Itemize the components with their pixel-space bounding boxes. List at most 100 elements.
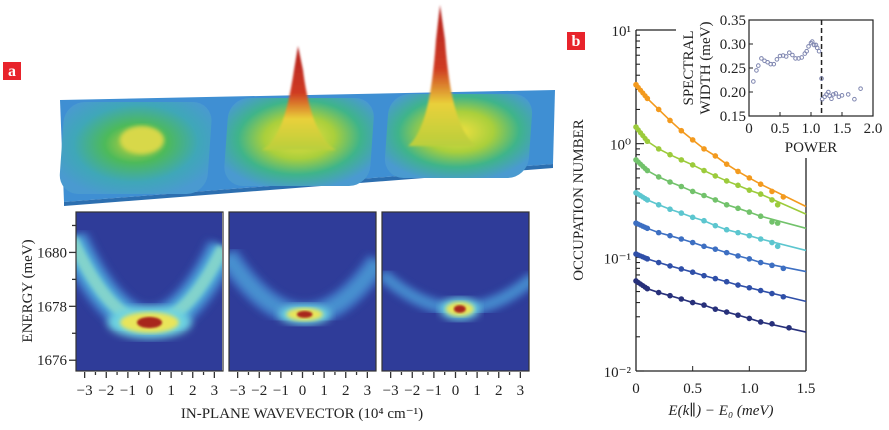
intensity-peak: [296, 310, 313, 318]
data-point: [633, 278, 639, 284]
data-point: [757, 213, 764, 220]
data-point: [756, 63, 761, 68]
heatmap-frame: [228, 211, 377, 372]
data-point: [819, 96, 825, 102]
heatmap-ylabel: ENERGY (meV): [20, 239, 36, 342]
data-point: [769, 239, 775, 246]
intensity-peak: [136, 316, 163, 329]
data-point: [735, 253, 741, 259]
data-point: [701, 243, 707, 250]
data-point: [667, 117, 673, 124]
data-point: [655, 146, 662, 152]
peak-3: [408, 5, 476, 146]
data-point: [723, 309, 730, 315]
data-point: [644, 225, 651, 232]
x-tick-label: 0: [452, 383, 460, 399]
data-point: [644, 138, 651, 145]
heatmap-panel: [229, 212, 376, 371]
data-point: [678, 236, 685, 242]
data-point: [757, 287, 764, 294]
heatmap-frame: [381, 211, 530, 372]
data-point: [644, 256, 651, 262]
data-point: [644, 197, 651, 203]
data-point: [746, 187, 753, 193]
data-point: [689, 214, 696, 221]
data-point: [678, 157, 685, 163]
data-point: [712, 222, 719, 229]
data-point: [655, 174, 662, 180]
data-point: [712, 246, 719, 252]
x-tick-label: 3: [364, 383, 372, 399]
data-point: [723, 278, 730, 285]
fit-line: [635, 253, 807, 303]
inset-plot: 0.15 0.20 0.25 0.30 0.35 0 0.5 1.0 1.5 2.0: [720, 13, 883, 137]
data-point: [829, 96, 834, 102]
data-point: [633, 189, 639, 196]
svg-text:b: b: [572, 33, 581, 50]
y-tick-label: 10⁻²: [604, 365, 632, 381]
x-tick-label: 2: [189, 383, 197, 399]
data-point: [768, 61, 774, 67]
data-point: [655, 106, 662, 113]
inset-ylabel-line2: WIDTH (meV): [698, 22, 714, 115]
fit-line: [635, 222, 807, 273]
y-tick-label: 0.20: [720, 85, 746, 101]
data-point: [793, 56, 798, 61]
data-point: [746, 315, 753, 322]
data-point: [701, 192, 707, 199]
data-point: [746, 232, 753, 239]
data-point: [780, 265, 787, 272]
data-point: [644, 285, 651, 292]
data-point: [799, 55, 805, 60]
data-point: [769, 290, 775, 297]
data-point: [633, 81, 639, 88]
panel-b-label: b: [567, 32, 585, 50]
data-point: [757, 319, 764, 325]
data-point: [811, 42, 817, 48]
data-point: [845, 92, 851, 97]
x-tick-label: −2: [404, 383, 420, 399]
data-point: [735, 282, 741, 288]
x-tick-label: 0: [632, 381, 640, 397]
data-point: [678, 183, 685, 190]
data-point: [644, 167, 651, 174]
data-point: [757, 236, 764, 242]
data-point: [774, 243, 781, 250]
data-series: [633, 157, 807, 230]
data-point: [689, 269, 696, 275]
data-point: [858, 86, 863, 91]
x-tick-label: −3: [383, 383, 399, 399]
data-series: [633, 189, 807, 252]
data-point: [712, 197, 719, 203]
x-tick-label: 1.5: [833, 121, 852, 137]
data-point: [831, 92, 836, 97]
data-point: [667, 206, 673, 213]
data-series: [633, 220, 807, 273]
heatmap-panel: [76, 212, 222, 371]
data-series: [633, 124, 807, 215]
data-point: [701, 302, 707, 308]
x-tick-label: 0: [146, 383, 154, 399]
data-series: [633, 278, 807, 333]
data-point: [757, 181, 764, 187]
x-tick-label: 2: [342, 383, 350, 399]
y-tick-label: 10⁻¹: [604, 251, 631, 267]
x-tick-label: −1: [120, 383, 136, 399]
data-point: [633, 157, 639, 163]
data-series: [633, 81, 807, 208]
data-point: [701, 217, 707, 224]
y-tick-label: 10⁰: [610, 138, 631, 154]
data-point: [735, 182, 741, 189]
svg-text:a: a: [8, 63, 16, 80]
x-tick-label: 2.0: [864, 121, 883, 137]
data-point: [633, 251, 639, 257]
data-point: [701, 272, 707, 279]
intensity-peak: [453, 305, 466, 313]
data-point: [644, 95, 651, 102]
data-point: [667, 179, 673, 185]
x-tick-label: 1: [167, 383, 175, 399]
data-point: [790, 52, 795, 58]
heatmap-panels: [76, 212, 529, 371]
data-point: [806, 44, 811, 49]
data-point: [833, 91, 839, 96]
